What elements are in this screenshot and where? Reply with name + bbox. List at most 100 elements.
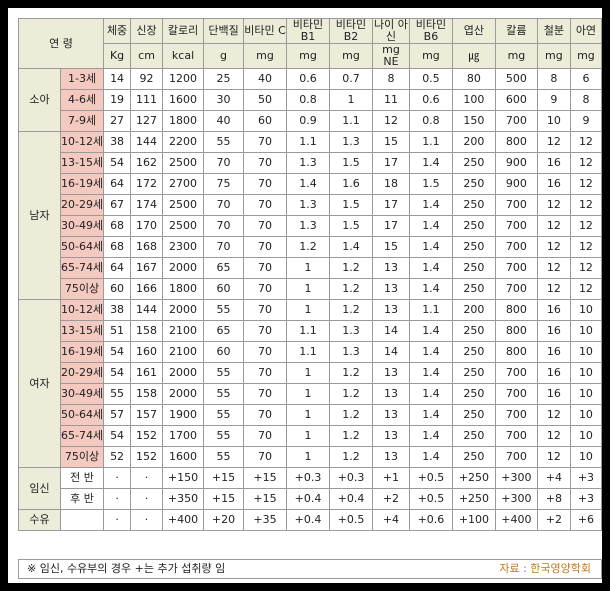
group-label: 남자 [18,131,61,300]
table-row: 후 반 · · +350 +15 +15 +0.4 +0.4 +2 +0.5 +250 +300 +8 +… [19,488,603,510]
col-height-name: 신장 [130,18,164,44]
value-cell: 250 [451,152,496,174]
value-cell: 250 [451,362,496,384]
value-cell: 17 [371,194,410,216]
value-cell: 700 [494,257,538,279]
table-row: 65-74세 54 152 1700 55 70 1 1.2 13 1.4 250 700 12 10 [19,425,603,447]
col-folate-name: 엽산 [451,18,496,44]
value-cell: 54 [103,152,132,174]
value-cell: 0.9 [286,110,330,132]
value-cell: 2700 [162,173,205,195]
value-cell: 12 [569,152,603,174]
value-cell: 2500 [162,215,205,237]
value-cell: 80 [451,68,496,90]
value-cell: 16 [536,152,571,174]
value-cell: 10 [569,404,603,426]
value-cell: 70 [203,215,245,237]
value-cell: 70 [243,341,287,363]
value-cell: 70 [243,236,287,258]
value-cell: +0.3 [286,467,330,489]
value-cell: 12 [569,194,603,216]
value-cell: · [130,488,164,510]
value-cell: 250 [451,278,496,300]
age-cell: 13-15세 [59,320,105,342]
value-cell: 1800 [162,110,205,132]
value-cell: 27 [103,110,132,132]
value-cell: 12 [536,446,571,468]
value-cell: 1 [286,383,330,405]
age-cell: 13-15세 [59,152,105,174]
value-cell: 1.4 [408,446,453,468]
table-row: 남자 10-12세 38 144 2200 55 70 1.1 1.3 15 1.1 200 800 12… [18,131,603,300]
value-cell: 13 [371,446,410,468]
value-cell: 1.3 [286,152,330,174]
value-cell: 17 [371,215,410,237]
value-cell: 70 [203,194,245,216]
value-cell: +0.3 [328,467,373,489]
value-cell: 250 [451,404,496,426]
value-cell: 11 [371,89,410,111]
value-cell: 12 [371,110,410,132]
group-label: 임신 [18,467,61,510]
value-cell: 1.4 [408,341,453,363]
value-cell: 1.4 [408,194,453,216]
value-cell: +15 [243,467,287,489]
value-cell: 30 [203,89,245,111]
value-cell: +35 [243,509,287,531]
value-cell: 1.1 [328,110,373,132]
value-cell: +6 [569,509,603,531]
value-cell: 15 [371,236,410,258]
value-cell: 57 [103,404,132,426]
table-row: 20-29세 54 161 2000 55 70 1 1.2 13 1.4 250 700 16 10 [19,362,603,384]
value-cell: 16 [536,299,571,321]
value-cell: 50 [243,89,287,111]
value-cell: 51 [103,320,132,342]
group-label: 수유 [18,509,61,531]
value-cell: 2000 [162,257,205,279]
value-cell: 162 [130,152,164,174]
value-cell: 1.4 [408,257,453,279]
col-zinc-unit: mg [569,43,603,69]
value-cell: 161 [130,362,164,384]
table-row: 7-9세 27 127 1800 40 60 0.9 1.1 12 0.8 150 700 10 9 [19,110,603,132]
value-cell: 800 [494,320,538,342]
age-cell: 7-9세 [59,110,105,132]
col-vitb1-name: 비타민 B1 [286,18,330,44]
value-cell: 55 [203,383,245,405]
value-cell: 12 [569,215,603,237]
value-cell: 70 [203,152,245,174]
age-cell: 75이상 [59,446,105,468]
value-cell: 12 [536,215,571,237]
group-label: 소아 [18,68,61,132]
age-cell: 50-64세 [59,404,105,426]
value-cell: 14 [371,320,410,342]
value-cell: 18 [371,173,410,195]
value-cell: 1.2 [328,383,373,405]
value-cell: 157 [130,404,164,426]
table-frame: 연 령 체중 신장 칼로리 단백질 비타민 C 비타민 B1 비타민 B2 나이… [8,8,603,583]
value-cell: 700 [494,194,538,216]
footer-note-bar: ※ 임신, 수유부의 경우 +는 추가 섭취량 임 자료 : 한국영양학회 [18,559,602,579]
age-cell: 1-3세 [59,68,105,90]
col-potassium-name: 칼륨 [494,18,538,44]
value-cell: · [103,467,132,489]
value-cell: +8 [536,488,571,510]
value-cell: 10 [569,299,603,321]
col-weight-name: 체중 [103,18,132,44]
value-cell: 152 [130,425,164,447]
value-cell: 14 [371,341,410,363]
value-cell: · [103,488,132,510]
value-cell: +150 [162,467,205,489]
value-cell: · [103,509,132,531]
value-cell: 64 [103,173,132,195]
value-cell: 172 [130,173,164,195]
value-cell: 55 [203,131,245,153]
value-cell: 250 [451,383,496,405]
value-cell: 16 [536,341,571,363]
value-cell: 40 [243,68,287,90]
value-cell: +400 [494,509,538,531]
value-cell: 13 [371,299,410,321]
value-cell: 1.2 [328,257,373,279]
value-cell: 8 [536,68,571,90]
value-cell: 1.4 [408,320,453,342]
